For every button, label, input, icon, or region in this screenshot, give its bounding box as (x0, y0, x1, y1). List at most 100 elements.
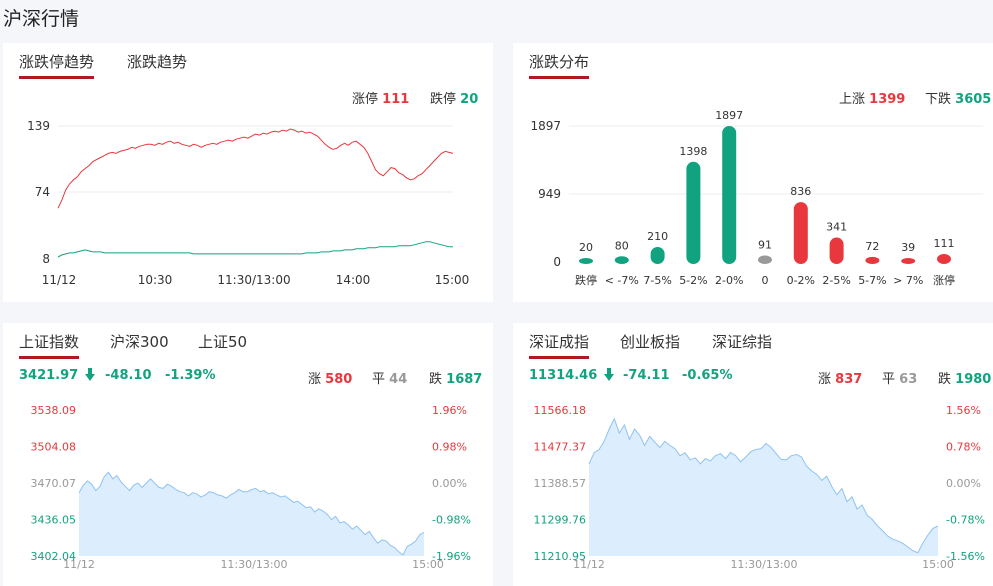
limit-down-label: 跌停 (430, 92, 457, 107)
sh-rise-label: 涨 (308, 372, 322, 387)
bar-value-label: 39 (901, 241, 915, 254)
y-tick-right: 0.00% (432, 477, 467, 490)
sh-rise-value: 580 (325, 372, 353, 387)
tab-sz-component[interactable]: 深证成指 (529, 333, 590, 359)
sh-fall-value: 1687 (446, 372, 483, 387)
limit-down-value: 20 (460, 92, 479, 107)
x-tick-label: 11:30/13:00 (220, 558, 287, 571)
tab-sse50[interactable]: 上证50 (198, 333, 248, 351)
sh-index-chart: 3538.09 1.96% 3504.08 0.98% 3470.07 0.00% 3436… (31, 404, 471, 571)
sz-fall-stat: 跌 1980 (938, 368, 991, 387)
x-tick-label: 11/12 (573, 558, 605, 571)
price-line (78, 471, 425, 556)
sz-flat-stat: 平 63 (882, 368, 917, 387)
sh-flat-label: 平 (372, 372, 386, 387)
sz-price: 11314.46 (529, 368, 614, 383)
bar (650, 246, 665, 264)
bar (614, 256, 629, 264)
x-tick-label: 0-2% (787, 274, 815, 287)
tab-sh-composite[interactable]: 上证指数 (19, 333, 80, 359)
tab-distribution[interactable]: 涨跌分布 (529, 53, 590, 79)
y-tick-left: 3436.05 (31, 514, 77, 527)
y-tick-label: 0 (553, 255, 561, 269)
bar-value-label: 111 (934, 237, 955, 250)
bar (758, 255, 772, 264)
limit-trend-chart: 139 74 8 11/12 10:30 11:30/13:00 14:00 15:00 (27, 119, 470, 287)
sz-flat-value: 63 (899, 372, 918, 387)
y-tick-left: 3538.09 (31, 404, 77, 417)
bar (865, 256, 880, 264)
y-tick-right: 0.98% (432, 441, 467, 454)
x-tick-label: 11:30/13:00 (217, 273, 290, 287)
tab-rise-fall-trend[interactable]: 涨跌趋势 (127, 53, 188, 71)
limit-up-label: 涨停 (352, 92, 379, 107)
y-tick-label: 139 (27, 119, 50, 133)
y-tick-right: 0.78% (946, 441, 981, 454)
limit-down-stat: 跌停 20 (430, 88, 478, 107)
x-tick-label: 14:00 (336, 273, 371, 287)
x-tick-label: 11/12 (63, 558, 95, 571)
distribution-chart: 1897 949 0 20 跌停 80 < -7% 210 7-5% 1398 5-2% 1897 2-… (530, 109, 983, 287)
limit-down-line (57, 241, 453, 258)
x-tick-label: 15:00 (922, 558, 954, 571)
sz-index-chart: 11566.18 1.56% 11477.37 0.78% 11388.57 0.00% 1… (534, 404, 985, 571)
bar (793, 202, 808, 264)
y-tick-left: 11566.18 (534, 404, 587, 417)
distribution-panel: 涨跌分布 上涨 1399 下跌 3605 1897 949 0 20 跌停 80 < -7%… (513, 43, 993, 302)
sh-flat-value: 44 (389, 372, 408, 387)
y-tick-left: 11299.76 (534, 514, 587, 527)
tab-limit-trend[interactable]: 涨跌停趋势 (19, 53, 95, 79)
x-tick-label: 15:00 (435, 273, 470, 287)
y-tick-right: 1.96% (432, 404, 467, 417)
y-tick-right: -0.78% (946, 514, 985, 527)
y-tick-right: -1.96% (432, 550, 471, 563)
bar-value-label: 1897 (715, 109, 743, 122)
up-count-label: 上涨 (839, 92, 866, 107)
page-title: 沪深行情 (3, 8, 80, 30)
y-tick-left: 3470.07 (31, 477, 77, 490)
y-tick-left: 3504.08 (31, 441, 77, 454)
sh-change-pct: -1.39% (165, 368, 216, 383)
x-tick-label: 10:30 (138, 273, 173, 287)
x-tick-label: 2-5% (822, 274, 850, 287)
x-tick-label: 11/12 (42, 273, 77, 287)
y-tick-label: 8 (42, 252, 50, 266)
sz-fall-label: 跌 (938, 372, 952, 387)
y-tick-right: -1.56% (946, 550, 985, 563)
y-tick-left: 11210.95 (534, 550, 587, 563)
price-area (79, 472, 424, 556)
x-tick-label: < -7% (605, 274, 639, 287)
x-tick-label: 11:30/13:00 (730, 558, 797, 571)
bar-value-label: 1398 (679, 145, 707, 158)
sz-index-panel: 深证成指 创业板指 深证综指 11314.46 -74.11 -0.65% 涨 … (513, 323, 993, 586)
sh-change: -48.10 (105, 368, 152, 383)
bar-value-label: 20 (579, 241, 593, 254)
tab-csi300[interactable]: 沪深300 (110, 333, 169, 351)
down-arrow-icon (84, 368, 95, 381)
x-tick-label: 0 (762, 274, 769, 287)
price-line (588, 417, 939, 554)
limit-up-stat: 涨停 111 (352, 88, 409, 107)
bar (579, 258, 593, 264)
y-tick-right: -0.98% (432, 514, 471, 527)
bar-value-label: 72 (865, 240, 879, 253)
sh-fall-stat: 跌 1687 (429, 368, 482, 387)
sz-rise-label: 涨 (818, 372, 832, 387)
y-tick-left: 11388.57 (534, 477, 587, 490)
down-arrow-icon (603, 368, 614, 381)
bar (722, 126, 737, 264)
up-count-stat: 上涨 1399 (839, 88, 905, 107)
sz-rise-value: 837 (835, 372, 863, 387)
tab-chinext[interactable]: 创业板指 (620, 333, 681, 351)
bar (901, 258, 916, 264)
tab-sz-composite[interactable]: 深证综指 (712, 333, 773, 351)
sh-rise-stat: 涨 580 (308, 368, 352, 387)
limit-up-value: 111 (382, 92, 410, 107)
down-count-label: 下跌 (925, 92, 952, 107)
sz-price-value: 11314.46 (529, 368, 598, 383)
sh-flat-stat: 平 44 (372, 368, 407, 387)
bar-value-label: 210 (647, 230, 668, 243)
sz-fall-value: 1980 (955, 372, 992, 387)
price-area (589, 418, 938, 556)
down-count-value: 3605 (955, 92, 992, 107)
